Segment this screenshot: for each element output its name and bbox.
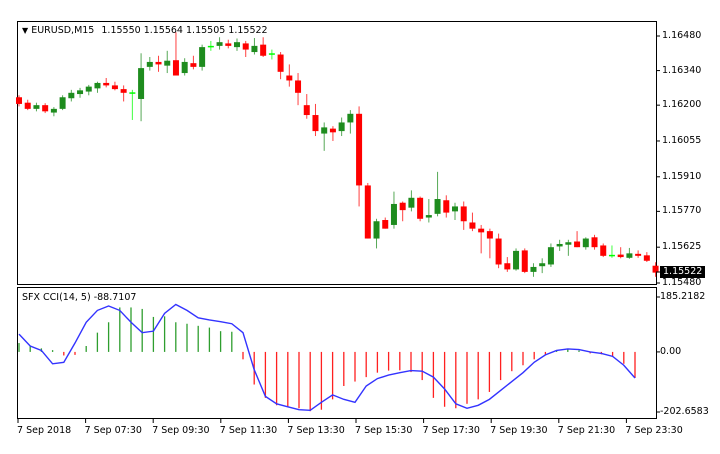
chart-title: ▼ EURUSD,M15 1.15550 1.15564 1.15505 1.1… — [22, 25, 268, 36]
price-tick-label: 1.15480 — [662, 277, 702, 288]
time-tick-label: 7 Sep 17:30 — [422, 425, 480, 436]
price-tick-label: 1.15910 — [662, 170, 702, 182]
current-price-label: 1.15522 — [660, 266, 706, 278]
time-tick-label: 7 Sep 15:30 — [355, 425, 413, 436]
indicator-tick-label: 185.2182 — [660, 291, 706, 302]
indicator-tick-label: -202.6583 — [660, 406, 709, 417]
time-tick-label: 7 Sep 19:30 — [490, 425, 548, 436]
time-tick-label: 7 Sep 21:30 — [557, 425, 616, 436]
time-tick-label: 7 Sep 07:30 — [84, 425, 142, 436]
indicator-tick-label: 0.00 — [660, 345, 682, 357]
time-tick-label: 7 Sep 13:30 — [287, 425, 345, 436]
price-tick-label: 1.16340 — [662, 64, 702, 76]
ohlc-values: 1.15550 1.15564 1.15505 1.15522 — [101, 25, 268, 36]
triangle-down-icon[interactable]: ▼ — [22, 26, 29, 35]
time-tick-label: 7 Sep 11:30 — [219, 425, 278, 436]
symbol-timeframe: EURUSD,M15 — [31, 25, 95, 36]
indicator-title: SFX CCI(14, 5) -88.7107 — [22, 292, 137, 303]
time-tick-label: 7 Sep 2018 — [17, 425, 72, 436]
price-tick-label: 1.16055 — [662, 134, 702, 146]
time-tick-label: 7 Sep 09:30 — [152, 425, 210, 436]
price-tick-label: 1.15770 — [662, 205, 702, 217]
price-chart-panel[interactable] — [17, 21, 657, 285]
price-tick-label: 1.16480 — [662, 30, 702, 41]
price-tick-label: 1.16200 — [662, 99, 702, 111]
time-tick-label: 7 Sep 23:30 — [625, 425, 683, 436]
price-tick-label: 1.15625 — [662, 241, 702, 253]
